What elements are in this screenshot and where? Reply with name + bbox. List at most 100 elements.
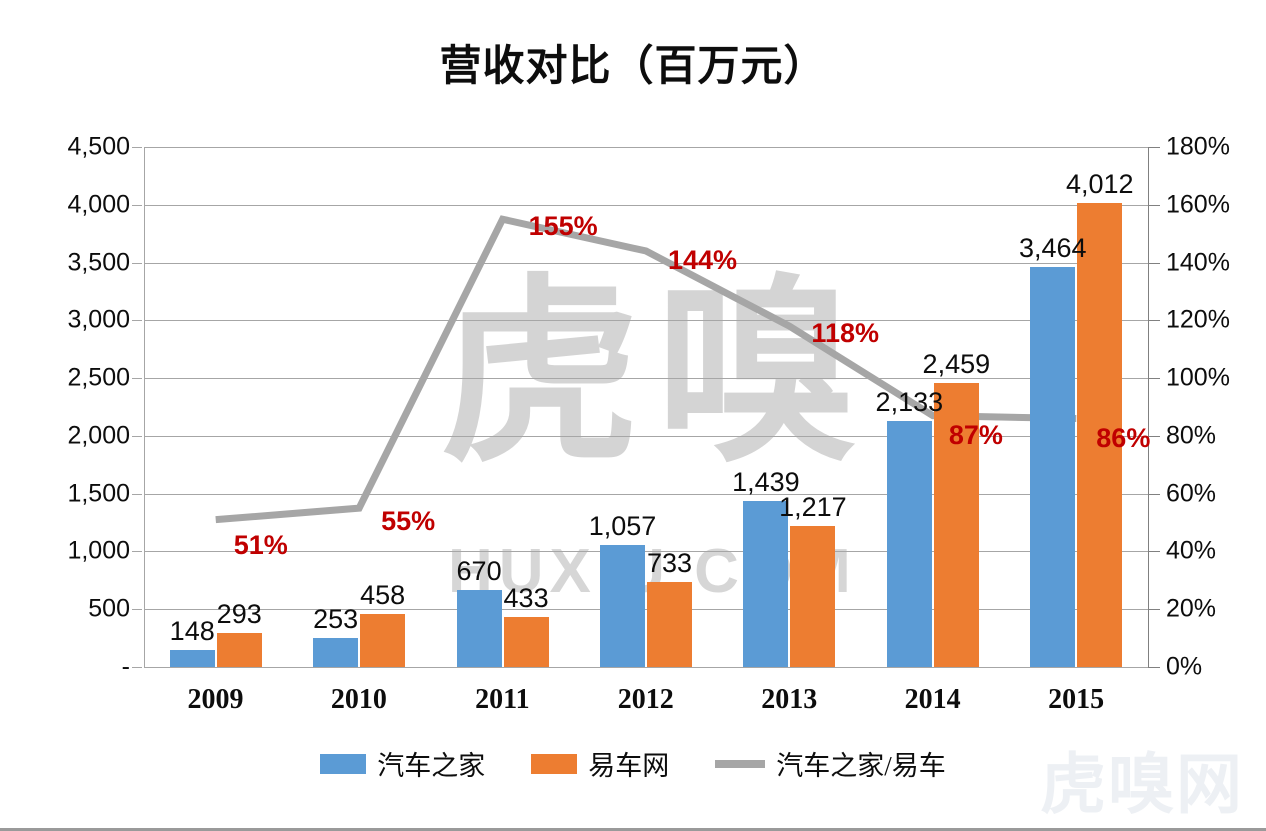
y-axis-right-tick-mark <box>1149 147 1160 148</box>
chart-title: 营收对比（百万元） <box>439 44 827 90</box>
bar-value-label: 293 <box>216 599 262 630</box>
bar-bitauto-2014 <box>933 382 979 667</box>
bar-autohome-2011 <box>456 589 502 667</box>
y-axis-right-tick-mark <box>1149 262 1160 264</box>
bar-bitauto-2011 <box>503 616 549 667</box>
gridline <box>144 147 1148 148</box>
y-axis-right-tick-label: 60% <box>1166 479 1217 508</box>
legend-line-swatch-icon <box>715 759 766 768</box>
bar-value-label: 458 <box>360 580 406 611</box>
bar-value-label: 2,459 <box>922 348 991 379</box>
y-axis-right-tick-mark <box>1149 435 1160 437</box>
gridline <box>144 609 1148 611</box>
x-axis-tick-label: 2015 <box>1048 684 1105 715</box>
ratio-value-label: 86% <box>1096 422 1151 453</box>
bar-value-label: 733 <box>646 548 693 579</box>
gridline <box>144 667 1148 668</box>
y-axis-right-tick-label: 20% <box>1166 594 1217 623</box>
ratio-line-series <box>215 215 1077 524</box>
bar-autohome-2010 <box>313 637 359 667</box>
y-axis-left-tick-label: 500 <box>88 594 130 623</box>
bar-bitauto-2012 <box>647 582 692 667</box>
legend-item-1[interactable]: 汽车之家 <box>320 744 485 783</box>
left-axis-line <box>144 147 145 668</box>
gridline <box>144 493 1148 495</box>
x-axis-tick-label: 2012 <box>617 684 674 715</box>
bar-value-label: 433 <box>503 582 549 613</box>
y-axis-right-tick-label: 140% <box>1166 248 1230 277</box>
ratio-value-label: 51% <box>233 529 288 560</box>
y-axis-left-tick-mark <box>132 320 142 322</box>
gridline <box>144 320 1148 322</box>
legend-item-label: 易车网 <box>588 751 670 781</box>
legend-item-label: 汽车之家 <box>377 751 486 781</box>
y-axis-right-tick-mark <box>1149 609 1160 611</box>
bar-bitauto-2013 <box>790 526 836 667</box>
y-axis-right-tick-mark <box>1149 667 1160 668</box>
legend-bar-swatch-icon <box>531 753 578 774</box>
y-axis-left-tick-mark <box>132 378 142 380</box>
y-axis-left-tick-mark <box>132 262 142 264</box>
ratio-value-label: 144% <box>668 245 738 275</box>
ratio-value-label: 155% <box>528 211 598 242</box>
y-axis-right-tick-label: 180% <box>1166 132 1230 161</box>
y-axis-left-tick-label: 3,500 <box>67 248 130 277</box>
plot-area <box>144 147 1148 668</box>
legend-bar-swatch-icon <box>320 753 367 774</box>
y-axis-right-tick-mark <box>1149 378 1160 380</box>
ratio-value-label: 55% <box>381 506 436 537</box>
y-axis-left-tick-label: 3,000 <box>67 305 130 334</box>
y-axis-right-tick-mark <box>1149 551 1160 553</box>
y-axis-left-tick-label: 2,000 <box>67 421 130 450</box>
x-axis-tick-label: 2010 <box>330 684 387 715</box>
y-axis-left-tick-label: 4,500 <box>67 132 130 161</box>
bar-bitauto-2009 <box>216 633 262 667</box>
right-axis-line <box>1148 147 1149 668</box>
gridline <box>144 551 1148 553</box>
y-axis-left-tick-label: 2,500 <box>67 363 130 392</box>
bar-value-label: 1,217 <box>779 492 847 523</box>
y-axis-right-tick-mark <box>1149 204 1160 206</box>
bar-value-label: 670 <box>456 555 502 586</box>
y-axis-right-tick-label: 160% <box>1166 190 1230 219</box>
y-axis-left-tick-mark <box>132 435 142 437</box>
chart-legend: 汽车之家 易车网 汽车之家/易车 <box>0 744 1266 783</box>
y-axis-right-tick-label: 40% <box>1166 536 1217 565</box>
y-axis-left-tick-mark <box>132 551 142 553</box>
bar-autohome-2012 <box>600 544 645 667</box>
y-axis-left-tick-mark <box>132 147 142 148</box>
bar-value-label: 3,464 <box>1018 232 1087 263</box>
bar-autohome-2014 <box>886 420 932 667</box>
legend-item-2[interactable]: 易车网 <box>531 744 669 783</box>
y-axis-right-tick-mark <box>1149 493 1160 495</box>
bar-autohome-2015 <box>1030 266 1076 667</box>
gridline <box>144 204 1148 206</box>
y-axis-right-tick-label: 120% <box>1166 305 1230 334</box>
y-axis-right-tick-label: 100% <box>1166 363 1230 392</box>
y-axis-left-tick-label: 4,000 <box>67 190 130 219</box>
x-axis-tick-label: 2009 <box>187 684 244 715</box>
bar-value-label: 2,133 <box>875 386 944 417</box>
y-axis-left-tick-mark <box>132 667 142 668</box>
x-axis-tick-label: 2014 <box>904 684 961 715</box>
bar-autohome-2013 <box>743 500 789 667</box>
bar-value-label: 4,012 <box>1065 169 1134 200</box>
bar-value-label: 1,057 <box>588 510 657 541</box>
bar-value-label: 1,439 <box>732 466 800 497</box>
bar-bitauto-2010 <box>360 614 406 667</box>
y-axis-right-tick-label: 0% <box>1166 652 1203 681</box>
y-axis-left-tick-label: - <box>121 652 130 681</box>
ratio-value-label: 87% <box>948 419 1003 450</box>
bottom-rule <box>0 828 1266 831</box>
legend-item-3[interactable]: 汽车之家/易车 <box>715 744 946 783</box>
bar-value-label: 253 <box>313 603 359 634</box>
gridline <box>144 435 1148 437</box>
bar-bitauto-2015 <box>1077 203 1123 667</box>
gridline <box>144 378 1148 380</box>
legend-item-label: 汽车之家/易车 <box>776 751 946 781</box>
y-axis-left-tick-mark <box>132 204 142 206</box>
y-axis-left-tick-label: 1,500 <box>67 479 130 508</box>
x-axis-tick-label: 2011 <box>475 684 530 715</box>
bar-autohome-2009 <box>169 649 215 667</box>
